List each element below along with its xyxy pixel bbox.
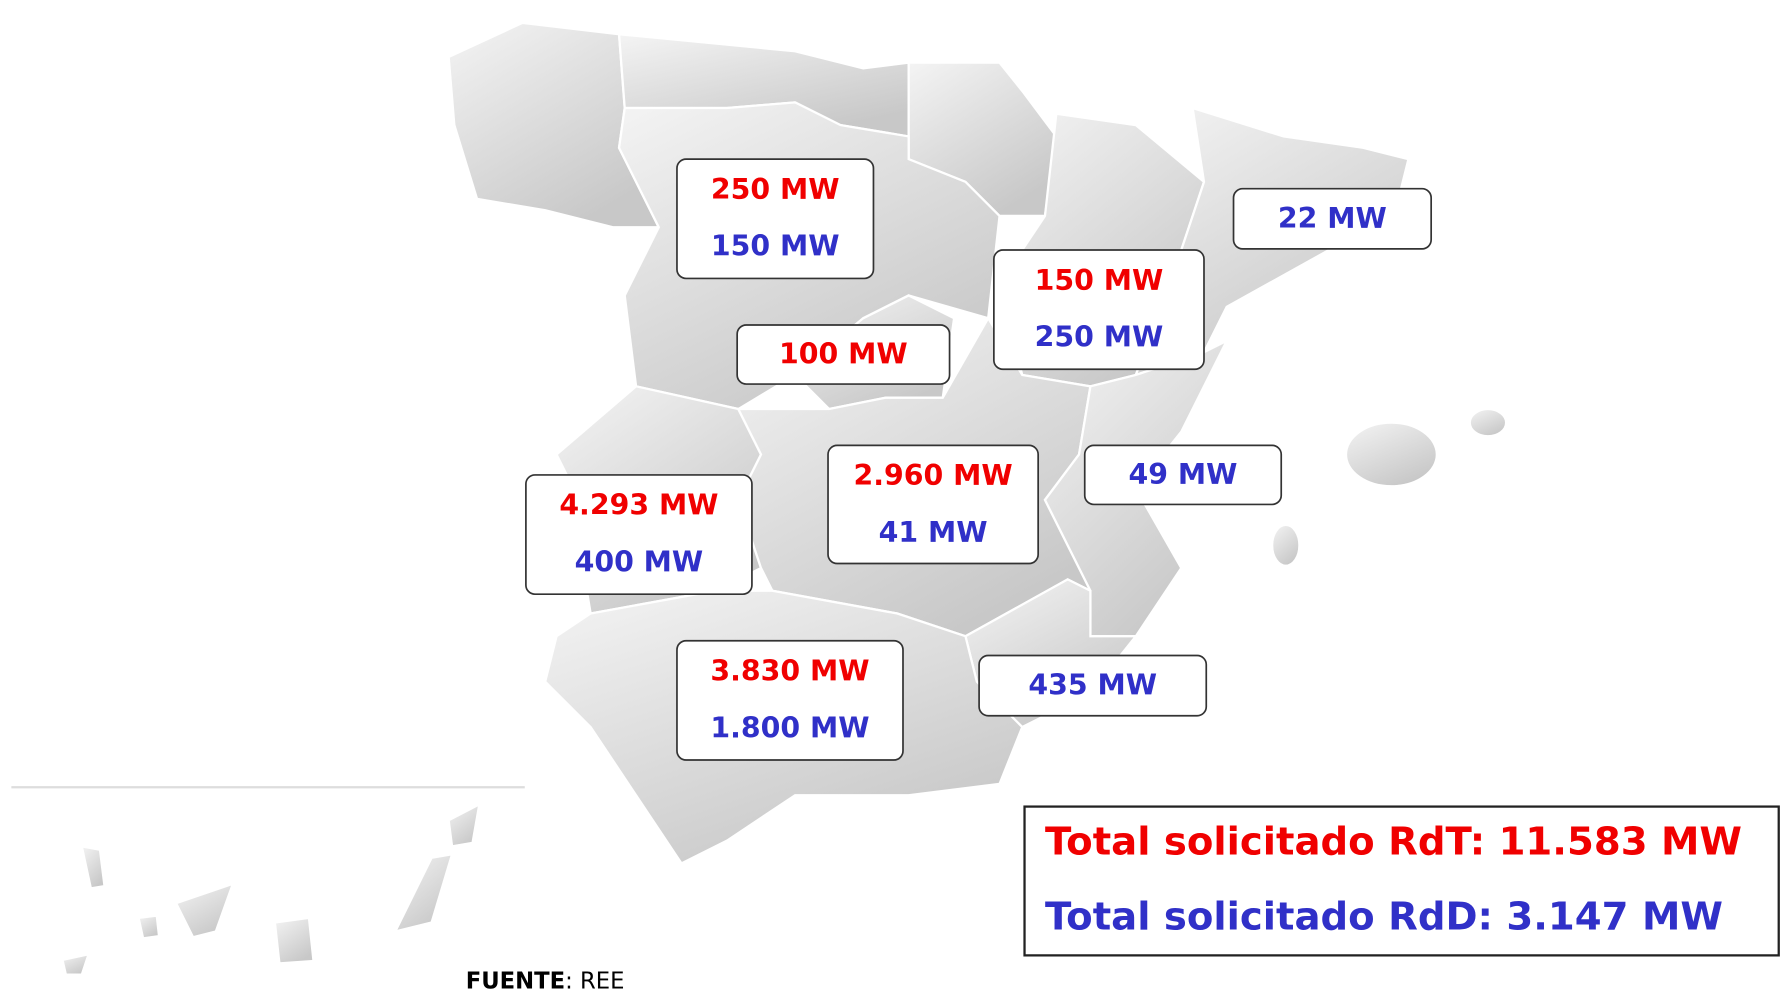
rdt-value: 3.830 MW — [710, 655, 869, 688]
rdd-value: 41 MW — [879, 516, 988, 549]
label-box — [736, 324, 951, 385]
totals-box — [1023, 805, 1780, 957]
rdd-value: 400 MW — [575, 546, 704, 579]
rdt-value: 2.960 MW — [854, 459, 1013, 492]
rdd-value: 49 MW — [1129, 458, 1238, 491]
rdt-value: 4.293 MW — [559, 489, 718, 522]
region-labels: 250 MW 150 MW 100 MW 150 MW 250 MW 22 MW 49 MW… — [525, 158, 1433, 761]
label-box — [1083, 444, 1283, 506]
source: FUENTE: REE — [466, 968, 625, 993]
rdt-value: 150 MW — [1035, 264, 1164, 297]
rdd-value: 22 MW — [1278, 202, 1387, 235]
label-box — [676, 639, 904, 761]
source-label: FUENTE — [466, 968, 565, 993]
source-value: : REE — [565, 968, 624, 993]
rdt-value: 250 MW — [711, 173, 840, 206]
label-box — [978, 654, 1208, 717]
rdd-value: 1.800 MW — [710, 711, 869, 744]
label-box — [827, 444, 1040, 565]
label-box — [1232, 187, 1433, 250]
label-box — [676, 158, 875, 280]
rdd-value: 435 MW — [1028, 669, 1157, 702]
total-rdt: Total solicitado RdT: 11.583 MW — [1045, 820, 1742, 865]
total-rdd: Total solicitado RdD: 3.147 MW — [1045, 895, 1723, 940]
rdt-value: 100 MW — [779, 338, 908, 371]
rdd-value: 150 MW — [711, 230, 840, 263]
rdd-value: 250 MW — [1035, 321, 1164, 354]
label-box — [993, 249, 1205, 371]
label-box — [525, 474, 753, 596]
